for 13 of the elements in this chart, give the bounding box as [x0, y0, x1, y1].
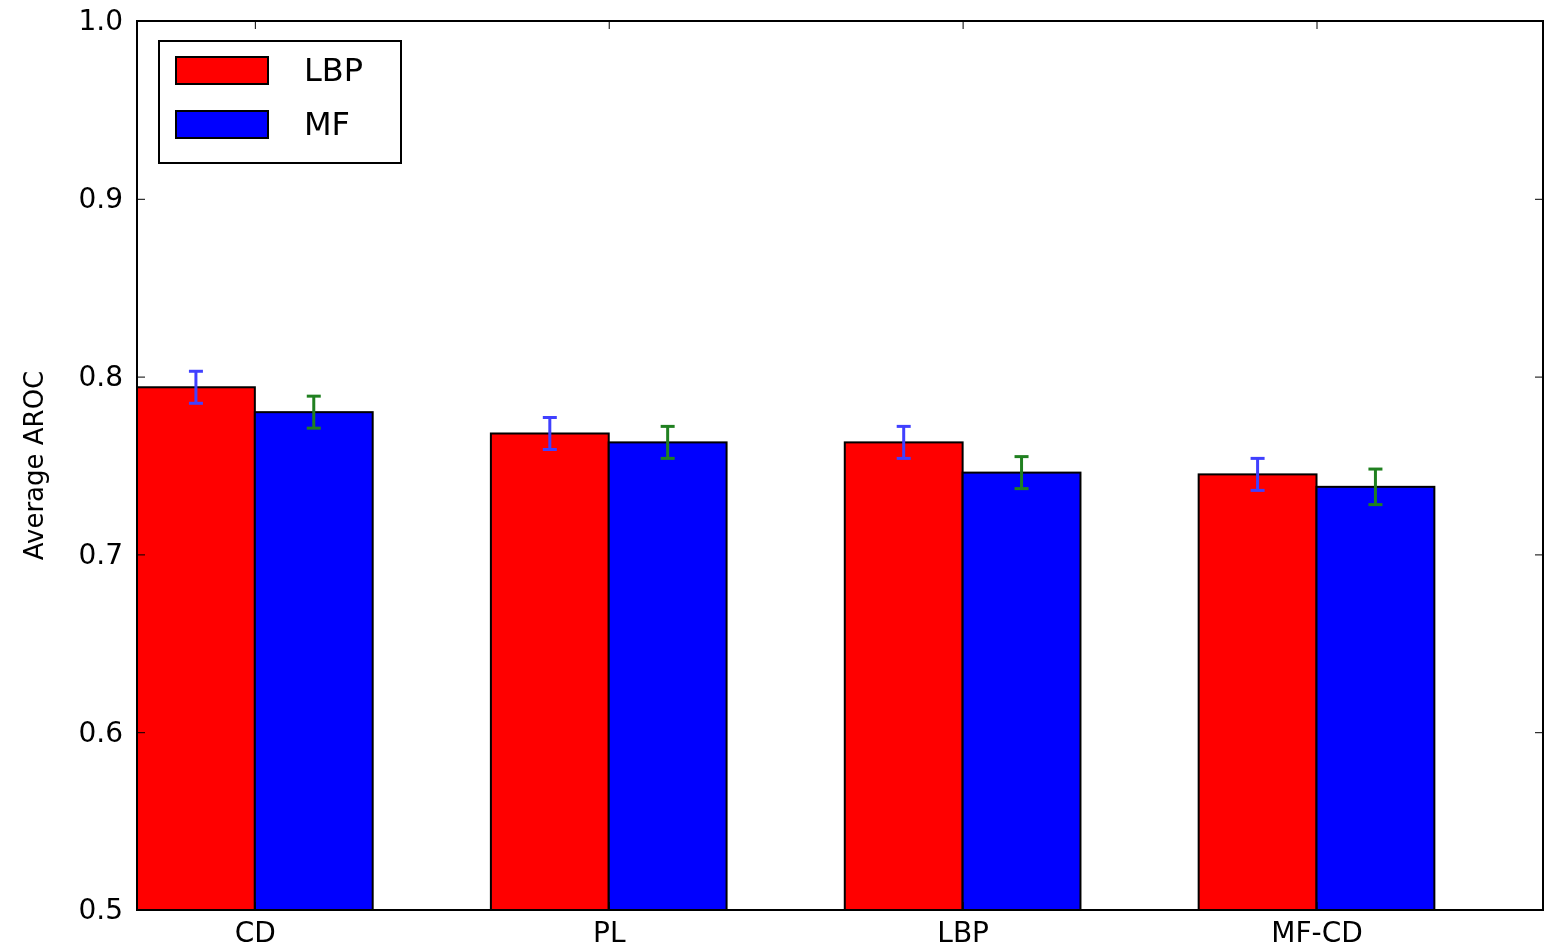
y-tick-label: 0.6: [78, 715, 123, 749]
x-tick-label: LBP: [937, 915, 989, 949]
x-tick-label: MF-CD: [1271, 915, 1363, 949]
y-tick-label: 0.9: [78, 182, 123, 216]
y-axis-title: Average AROC: [19, 370, 49, 561]
y-tick-label: 0.5: [78, 893, 123, 927]
x-tick-label: PL: [592, 915, 626, 949]
y-tick-label: 1.0: [78, 4, 123, 38]
legend-label: MF: [304, 105, 351, 143]
y-tick-label: 0.7: [78, 537, 123, 571]
legend-label: LBP: [304, 51, 364, 89]
y-tick-label: 0.8: [78, 360, 123, 394]
x-tick-label: CD: [234, 915, 276, 949]
